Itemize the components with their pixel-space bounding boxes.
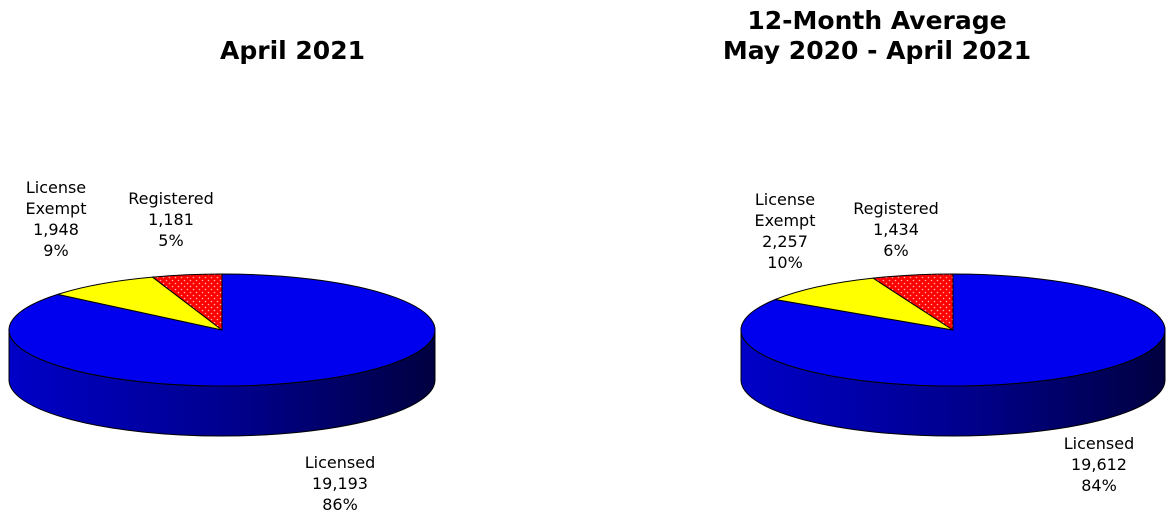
label-percent: 10% xyxy=(767,253,803,272)
label-licensed: Licensed 19,612 84% xyxy=(1047,433,1151,496)
label-line: Exempt xyxy=(754,211,816,230)
label-value: 1,948 xyxy=(33,220,79,239)
label-line: Exempt xyxy=(25,199,87,218)
chart-title: April 2021 xyxy=(0,36,585,66)
pie-chart xyxy=(8,273,436,437)
label-line: License xyxy=(754,190,816,209)
label-percent: 9% xyxy=(43,241,69,260)
pie-slice-registered xyxy=(872,273,954,331)
label-line: Licensed xyxy=(1063,434,1135,453)
label-percent: 86% xyxy=(322,495,358,514)
label-value: 2,257 xyxy=(762,232,808,251)
label-value: 19,193 xyxy=(312,474,368,493)
label-license-exempt: License Exempt 1,948 9% xyxy=(8,177,104,261)
pie-slice-license-exempt xyxy=(57,276,223,331)
label-licensed: Licensed 19,193 86% xyxy=(288,452,392,515)
chart-12-month-average: 12-Month Average May 2020 - April 2021 L… xyxy=(585,0,1169,529)
label-percent: 84% xyxy=(1081,476,1117,495)
label-registered: Registered 1,434 6% xyxy=(843,198,949,261)
chart-title: 12-Month Average May 2020 - April 2021 xyxy=(585,6,1169,66)
label-line: Registered xyxy=(853,199,939,218)
chart-title-line: May 2020 - April 2021 xyxy=(722,36,1032,65)
label-percent: 6% xyxy=(883,241,909,260)
label-license-exempt: License Exempt 2,257 10% xyxy=(735,189,835,273)
pie-slice-license-exempt xyxy=(774,277,954,331)
chart-title-line: April 2021 xyxy=(220,36,365,65)
label-percent: 5% xyxy=(158,231,184,250)
pie-slice-registered xyxy=(151,273,223,331)
label-line: Licensed xyxy=(304,453,376,472)
chart-april-2021: April 2021 License Exempt 1,948 9% Regis… xyxy=(0,36,585,515)
label-value: 19,612 xyxy=(1071,455,1127,474)
label-line: Registered xyxy=(128,189,214,208)
label-line: License xyxy=(25,178,87,197)
label-value: 1,434 xyxy=(873,220,919,239)
chart-title-line: 12-Month Average xyxy=(747,6,1007,35)
pie-chart xyxy=(740,273,1166,437)
label-value: 1,181 xyxy=(148,210,194,229)
label-registered: Registered 1,181 5% xyxy=(118,188,224,251)
